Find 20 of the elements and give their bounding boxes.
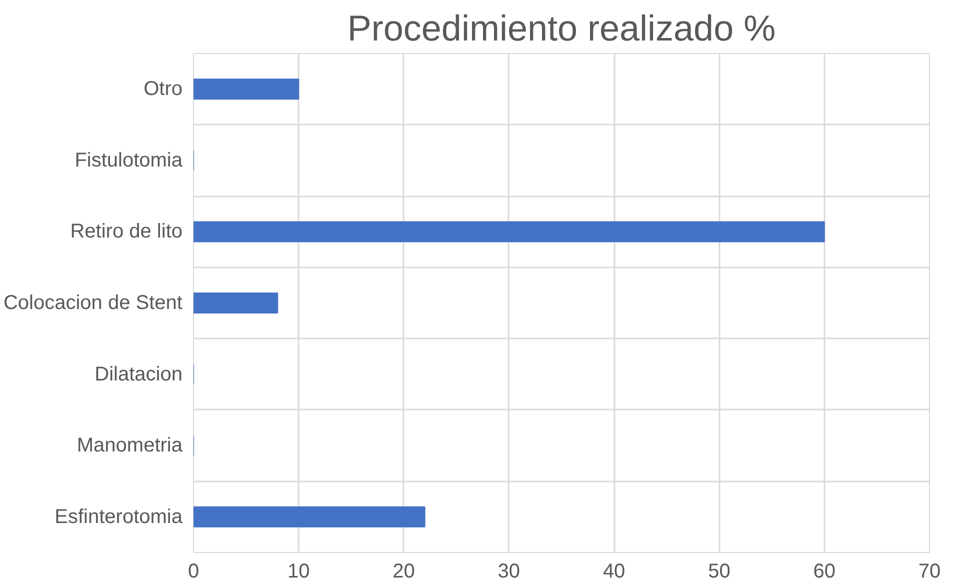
y-tick-label: Otro: [144, 78, 183, 100]
x-tick-label: 0: [188, 560, 200, 580]
y-tick-label: Esfinterotomia: [54, 506, 184, 528]
y-tick-label: Fistulotomia: [74, 149, 184, 172]
x-tick-label: 30: [498, 560, 520, 580]
y-tick-label: Retiro de lito: [70, 220, 183, 243]
chart-title: Procedimiento realizado %: [347, 8, 776, 48]
x-tick-label: 20: [392, 560, 415, 580]
x-tick-label: 60: [813, 560, 836, 580]
bar: [194, 78, 300, 100]
y-tick-label: Colocacion de Stent: [3, 292, 183, 314]
y-tick-label: Dilatacion: [94, 363, 183, 386]
bar: [194, 506, 426, 528]
y-tick-label: Manometria: [76, 434, 184, 457]
x-tick-label: 50: [708, 560, 730, 580]
bar: [194, 221, 825, 242]
bar: [194, 292, 278, 314]
x-tick-label: 10: [288, 560, 310, 580]
x-tick-label: 70: [918, 560, 941, 580]
x-tick-label: 40: [602, 560, 626, 580]
